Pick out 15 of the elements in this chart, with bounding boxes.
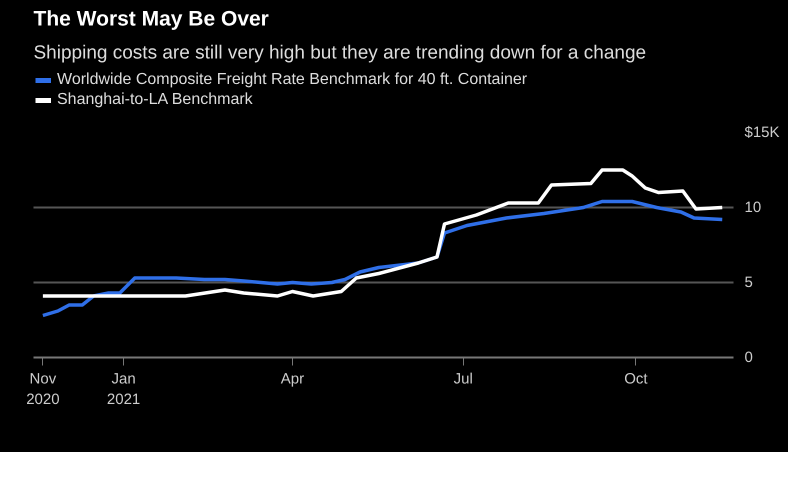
x-tick-label: Jul [454, 370, 473, 388]
y-tick-label: 10 [744, 199, 762, 216]
x-tick-label: Jan 2021 [106, 370, 140, 408]
x-tick-label: Nov 2020 [26, 370, 60, 408]
chart-subtitle: Shipping costs are still very high but they are trending down for a change [34, 42, 646, 64]
x-tick-label: Apr [280, 370, 304, 388]
y-tick-label: $15K [744, 124, 780, 141]
legend-label: Worldwide Composite Freight Rate Benchmark for 40 ft. Container [57, 71, 528, 89]
line-series [41, 168, 724, 298]
legend-label: Shanghai-to-LA Benchmark [57, 91, 253, 109]
y-tick-label: 5 [744, 274, 753, 291]
line-series [41, 200, 724, 318]
x-tick-label: Oct [624, 370, 648, 388]
y-tick-label: 0 [744, 349, 753, 366]
chart-title: The Worst May Be Over [34, 8, 269, 30]
